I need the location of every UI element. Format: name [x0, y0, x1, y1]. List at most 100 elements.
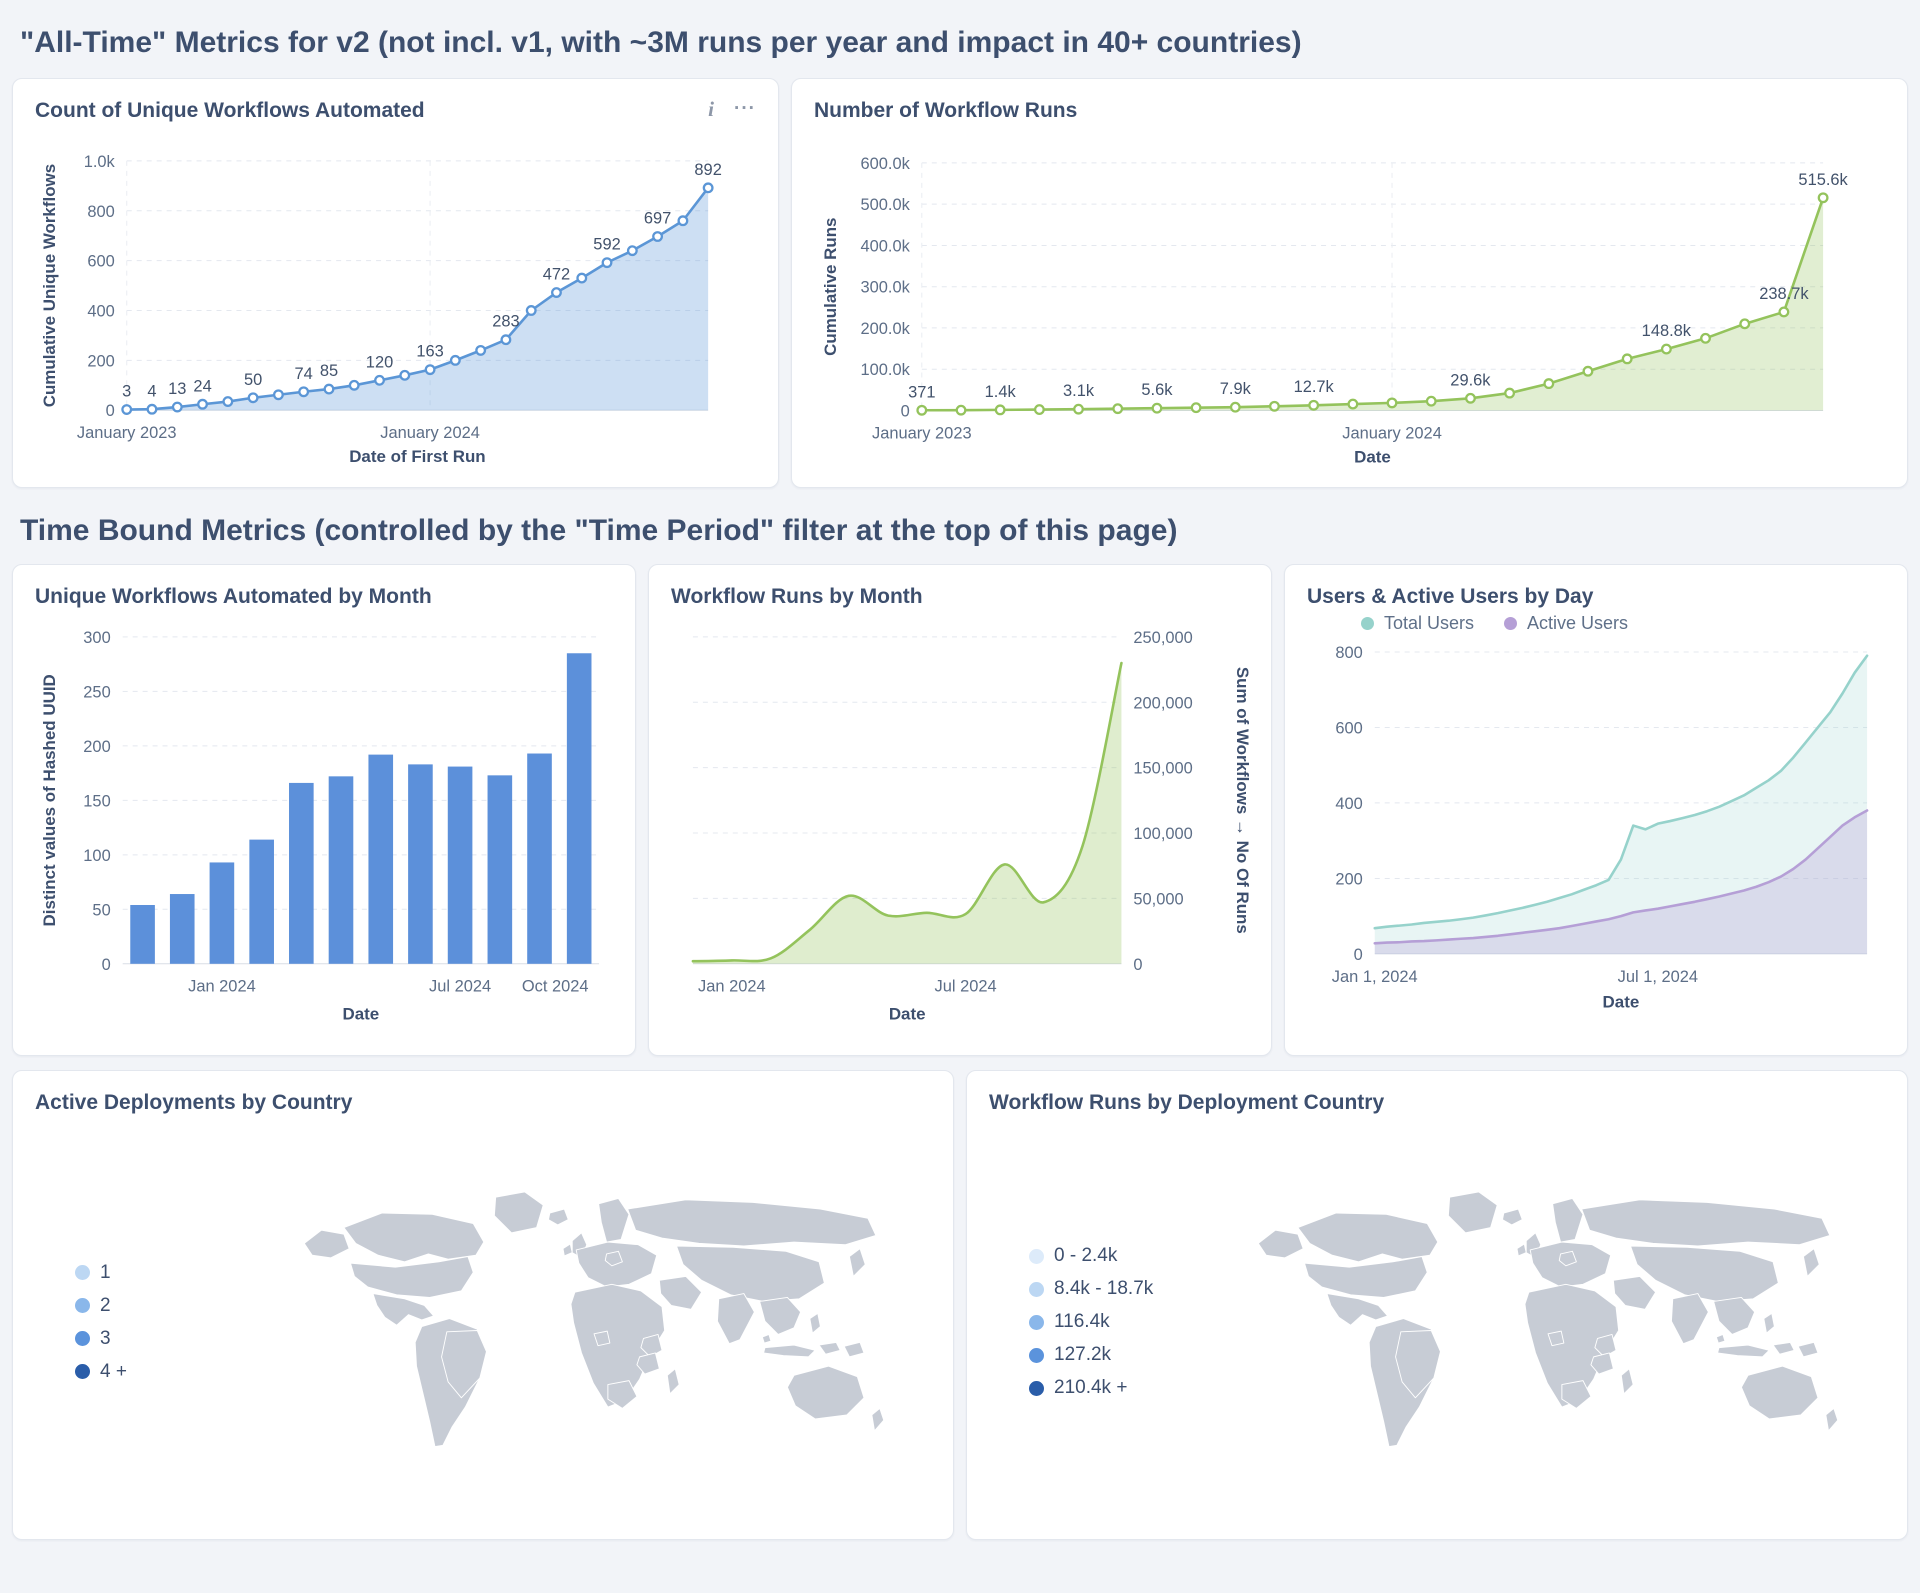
- world-map-deployments[interactable]: [231, 1180, 935, 1464]
- legend-item[interactable]: 4 +: [75, 1361, 231, 1383]
- legend-item[interactable]: 0 - 2.4k: [1029, 1245, 1185, 1267]
- country-norway-sweden[interactable]: [1552, 1198, 1584, 1243]
- svg-text:600: 600: [1335, 719, 1362, 737]
- users-by-day-line-chart[interactable]: 0 200 400 600 800 Jan 1, 2024 Jul 1, 2024 Date: [1303, 636, 1889, 1020]
- info-icon[interactable]: i: [708, 97, 715, 121]
- country-indonesia[interactable]: [1717, 1344, 1770, 1358]
- country-madagascar[interactable]: [667, 1368, 680, 1395]
- country-russia[interactable]: [1581, 1199, 1831, 1247]
- country-singapore[interactable]: [1716, 1334, 1726, 1344]
- svg-text:892: 892: [694, 161, 721, 179]
- country-alaska[interactable]: [304, 1229, 350, 1259]
- country-southeast-asia[interactable]: [1713, 1297, 1756, 1335]
- unique-workflows-cumulative-chart[interactable]: 0 200 400 600 800 1.0k January 2023 January 202…: [31, 127, 760, 474]
- country-tanzania[interactable]: [1590, 1352, 1615, 1375]
- country-mexico[interactable]: [372, 1293, 435, 1326]
- country-madagascar[interactable]: [1621, 1368, 1634, 1395]
- svg-text:24: 24: [193, 377, 211, 395]
- country-new-guinea[interactable]: [1797, 1341, 1819, 1358]
- country-india[interactable]: [1671, 1293, 1710, 1345]
- world-map-runs[interactable]: [1185, 1180, 1889, 1464]
- country-japan[interactable]: [849, 1248, 866, 1277]
- country-middle-east[interactable]: [1613, 1275, 1657, 1310]
- country-ireland[interactable]: [1516, 1243, 1527, 1257]
- country-china[interactable]: [1630, 1245, 1780, 1302]
- country-mexico[interactable]: [1326, 1293, 1389, 1326]
- legend-item[interactable]: 8.4k - 18.7k: [1029, 1278, 1185, 1300]
- legend-label: Active Users: [1527, 613, 1629, 633]
- svg-text:Date: Date: [343, 1005, 380, 1024]
- country-usa[interactable]: [350, 1256, 474, 1299]
- legend-item[interactable]: Total Users: [1361, 613, 1474, 634]
- country-kenya[interactable]: [640, 1334, 663, 1358]
- country-australia[interactable]: [787, 1365, 865, 1420]
- country-australia[interactable]: [1741, 1365, 1819, 1420]
- page-title: "All-Time" Metrics for v2 (not incl. v1,…: [20, 26, 1302, 59]
- chart-title-workflows-by-month: Unique Workflows Automated by Month: [35, 585, 432, 608]
- country-germany[interactable]: [1558, 1250, 1578, 1267]
- legend-swatch-dot: [1029, 1314, 1044, 1330]
- legend-item[interactable]: 127.2k: [1029, 1344, 1185, 1366]
- country-canada[interactable]: [1297, 1212, 1439, 1263]
- country-japan[interactable]: [1803, 1248, 1820, 1277]
- country-philippines[interactable]: [809, 1312, 822, 1334]
- legend-item[interactable]: 3: [75, 1328, 231, 1350]
- country-norway-sweden[interactable]: [598, 1198, 630, 1243]
- svg-text:Cumulative Runs: Cumulative Runs: [821, 218, 840, 356]
- country-new-guinea[interactable]: [843, 1341, 865, 1358]
- country-greenland[interactable]: [1448, 1191, 1498, 1234]
- legend-item[interactable]: 2: [75, 1295, 231, 1317]
- svg-text:800: 800: [87, 203, 114, 221]
- country-singapore[interactable]: [762, 1334, 772, 1344]
- card-header: Workflow Runs by Deployment Country: [989, 1091, 1885, 1115]
- svg-text:300.0k: 300.0k: [860, 279, 910, 297]
- country-indonesia[interactable]: [763, 1344, 816, 1358]
- country-new-zealand[interactable]: [1825, 1407, 1839, 1432]
- legend-item[interactable]: Active Users: [1504, 613, 1628, 634]
- country-canada[interactable]: [343, 1212, 485, 1263]
- country-indonesia-east[interactable]: [818, 1341, 841, 1355]
- country-south-africa[interactable]: [1561, 1380, 1592, 1409]
- country-iceland[interactable]: [548, 1208, 569, 1226]
- country-alaska[interactable]: [1258, 1229, 1304, 1259]
- country-middle-east[interactable]: [659, 1275, 703, 1310]
- country-nigeria[interactable]: [593, 1330, 611, 1347]
- legend-swatch-dot: [1361, 617, 1374, 630]
- legend-swatch-dot: [1029, 1347, 1044, 1363]
- country-brazil[interactable]: [1395, 1330, 1442, 1399]
- legend-item[interactable]: 116.4k: [1029, 1311, 1185, 1333]
- country-iceland[interactable]: [1502, 1208, 1523, 1226]
- svg-text:150: 150: [83, 792, 110, 810]
- runs-by-month-line-chart[interactable]: 0 50,000 100,000 150,000 200,000 250,000 Jan 2…: [667, 613, 1253, 1032]
- country-usa[interactable]: [1304, 1256, 1428, 1299]
- svg-text:Date of First Run: Date of First Run: [349, 447, 485, 466]
- country-new-zealand[interactable]: [871, 1407, 885, 1432]
- legend-item[interactable]: 210.4k +: [1029, 1377, 1185, 1399]
- country-russia[interactable]: [627, 1199, 877, 1247]
- workflow-runs-cumulative-chart[interactable]: 0 100.0k 200.0k 300.0k 400.0k 500.0k 600.0k Jan…: [810, 127, 1889, 474]
- legend-label: Total Users: [1384, 613, 1475, 633]
- workflows-by-month-bar-chart[interactable]: 0 50 100 150 200 250 300 Jan 2024 Jul 2024 Oct 20…: [31, 613, 617, 1032]
- country-tanzania[interactable]: [636, 1352, 661, 1375]
- country-nigeria[interactable]: [1547, 1330, 1565, 1347]
- country-brazil[interactable]: [441, 1330, 488, 1399]
- legend-label: 1: [100, 1261, 111, 1283]
- country-south-africa[interactable]: [607, 1380, 638, 1409]
- country-ireland[interactable]: [562, 1243, 573, 1257]
- country-india[interactable]: [717, 1293, 756, 1345]
- country-greenland[interactable]: [494, 1191, 544, 1234]
- country-china[interactable]: [676, 1245, 826, 1302]
- country-southeast-asia[interactable]: [759, 1297, 802, 1335]
- country-germany[interactable]: [604, 1250, 624, 1267]
- svg-text:163: 163: [416, 343, 443, 361]
- card-active-deployments-map: Active Deployments by Country 1 2 3 4 +: [12, 1070, 954, 1540]
- country-indonesia-east[interactable]: [1772, 1341, 1795, 1355]
- more-menu-icon[interactable]: ···: [734, 98, 756, 119]
- svg-text:800: 800: [1335, 644, 1362, 662]
- country-kenya[interactable]: [1594, 1334, 1617, 1358]
- country-philippines[interactable]: [1763, 1312, 1776, 1334]
- svg-text:January 2024: January 2024: [380, 424, 480, 442]
- legend-item[interactable]: 1: [75, 1262, 231, 1284]
- chart-title-users-by-day: Users & Active Users by Day: [1307, 585, 1594, 608]
